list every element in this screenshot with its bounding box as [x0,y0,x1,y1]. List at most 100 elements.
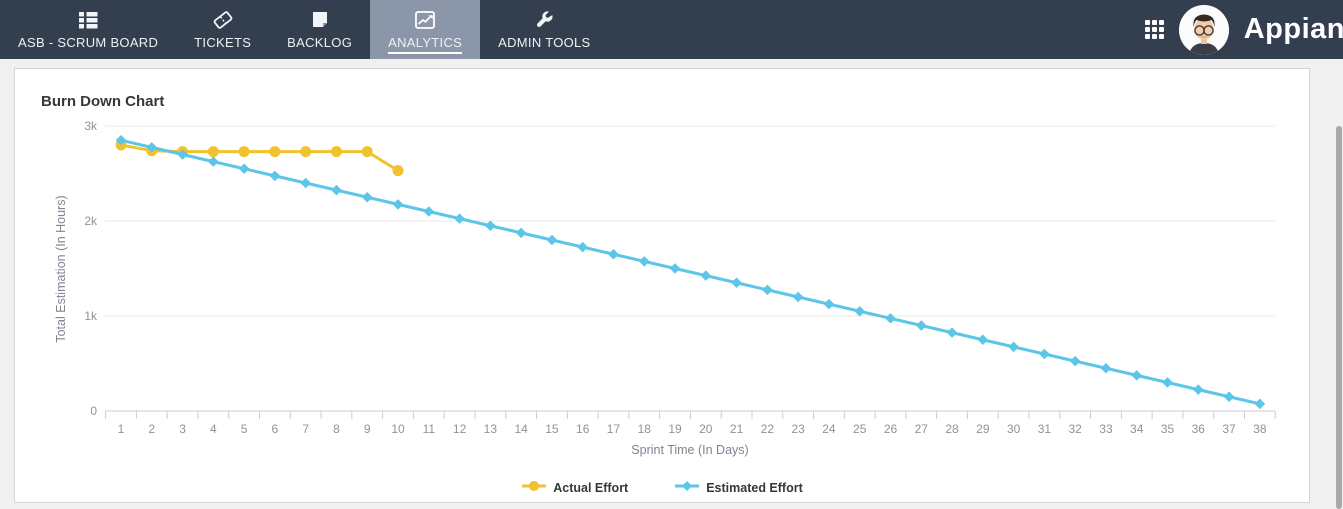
data-point[interactable] [1254,398,1266,410]
data-point[interactable] [792,291,804,303]
data-point[interactable] [577,241,588,253]
data-point[interactable] [608,248,619,260]
data-point[interactable] [1131,370,1143,381]
active-tab-underline [388,52,463,54]
data-point[interactable] [823,298,835,310]
x-tick-label: 5 [241,422,248,436]
x-tick-label: 22 [761,422,775,436]
legend-marker-shape [529,481,540,491]
data-point[interactable] [330,146,342,158]
x-tick-label: 2 [148,422,155,436]
data-point[interactable] [762,284,773,296]
data-point[interactable] [300,177,311,189]
y-axis-title: Total Estimation (In Hours) [54,195,68,342]
data-point[interactable] [515,227,527,239]
chart-title: Burn Down Chart [41,93,165,110]
tab-tickets[interactable]: TICKETS [176,0,269,59]
x-tick-label: 4 [210,422,217,436]
x-tick-label: 23 [791,422,805,436]
data-point[interactable] [1069,355,1081,367]
data-point[interactable] [1223,391,1235,403]
ticket-icon [211,9,235,31]
x-tick-label: 14 [514,422,528,436]
tab-label: ADMIN TOOLS [498,35,591,50]
legend-item-estimated-effort[interactable]: Estimated Effort [674,479,803,496]
data-point[interactable] [731,277,742,289]
x-tick-label: 19 [668,422,682,436]
data-point[interactable] [1162,377,1173,388]
note-icon [310,9,330,31]
data-point[interactable] [854,305,866,317]
tab-admin-tools[interactable]: ADMIN TOOLS [480,0,608,59]
data-point[interactable] [146,142,158,153]
data-point[interactable] [885,313,896,324]
data-point[interactable] [669,263,681,274]
x-tick-label: 10 [391,422,405,436]
data-point[interactable] [361,191,373,203]
data-point[interactable] [238,146,250,158]
brand-logo: Appian [1243,13,1343,45]
data-point[interactable] [208,156,219,167]
y-tick-label: 0 [90,404,97,418]
y-tick-label: 1k [84,309,98,323]
tab-asb-scrum-board[interactable]: ASB - SCRUM BOARD [0,0,176,59]
data-point[interactable] [269,146,281,158]
nav-right-cluster: Appian [1144,0,1343,59]
data-point[interactable] [977,334,989,346]
x-tick-label: 13 [484,422,498,436]
legend-marker-estimated [674,479,700,496]
x-tick-label: 30 [1007,422,1021,436]
x-tick-label: 11 [423,422,436,436]
data-point[interactable] [700,270,712,281]
x-tick-label: 7 [302,422,309,436]
x-axis-title: Sprint Time (In Days) [631,443,748,457]
legend-item-actual-effort[interactable]: Actual Effort [521,479,628,496]
data-point[interactable] [331,184,342,196]
data-point[interactable] [915,320,927,331]
data-point[interactable] [238,163,250,175]
series-line [119,138,1262,406]
x-tick-label: 18 [638,422,652,436]
data-point[interactable] [392,199,404,210]
legend-marker-shape [682,481,693,491]
data-point[interactable] [1039,348,1050,360]
x-tick-label: 31 [1038,422,1052,436]
x-tick-label: 36 [1192,422,1206,436]
x-tick-label: 26 [884,422,898,436]
data-point[interactable] [1100,362,1112,374]
data-point[interactable] [115,134,127,146]
data-point[interactable] [177,149,188,160]
x-tick-label: 3 [179,422,186,436]
data-point[interactable] [1008,341,1019,353]
x-tick-label: 34 [1130,422,1144,436]
data-point[interactable] [392,165,404,177]
data-point[interactable] [546,234,558,246]
vertical-scrollbar[interactable] [1336,126,1342,509]
x-tick-label: 28 [945,422,959,436]
x-tick-label: 16 [576,422,590,436]
data-point[interactable] [207,146,219,158]
data-point[interactable] [946,327,958,338]
data-point[interactable] [269,170,281,182]
data-point[interactable] [485,220,496,232]
x-tick-label: 6 [272,422,279,436]
board-list-icon [77,9,99,31]
data-point[interactable] [361,146,373,158]
x-tick-label: 15 [545,422,559,436]
tab-analytics[interactable]: ANALYTICS [370,0,481,59]
data-point[interactable] [638,256,650,267]
data-point[interactable] [1193,384,1204,395]
data-point[interactable] [454,213,465,224]
x-tick-label: 21 [730,422,744,436]
user-avatar[interactable] [1178,4,1229,55]
data-point[interactable] [423,206,435,217]
tab-label: ASB - SCRUM BOARD [18,35,159,50]
y-tick-label: 3k [84,119,98,133]
x-tick-label: 32 [1069,422,1083,436]
tab-label: BACKLOG [287,35,353,50]
x-tick-label: 8 [333,422,340,436]
x-tick-label: 37 [1222,422,1236,436]
data-point[interactable] [300,146,312,158]
tab-backlog[interactable]: BACKLOG [269,0,370,59]
apps-grid-icon[interactable] [1144,20,1164,39]
